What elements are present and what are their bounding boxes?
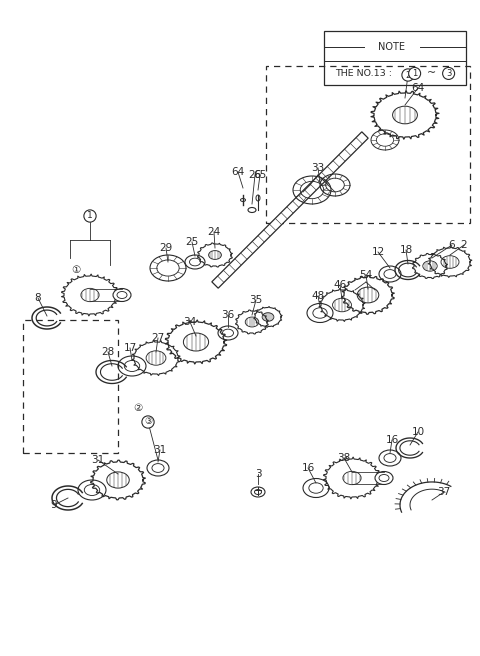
Text: 36: 36 xyxy=(221,310,235,320)
Text: 8: 8 xyxy=(35,293,41,303)
Text: 31: 31 xyxy=(154,445,167,455)
Text: ~: ~ xyxy=(427,68,436,79)
Text: 35: 35 xyxy=(250,295,263,305)
Text: 48: 48 xyxy=(312,291,324,301)
Text: 29: 29 xyxy=(159,243,173,253)
Text: 18: 18 xyxy=(399,245,413,255)
Text: 26: 26 xyxy=(248,170,262,180)
Text: 54: 54 xyxy=(360,270,372,280)
Text: 31: 31 xyxy=(91,455,105,465)
Text: 10: 10 xyxy=(411,427,425,437)
Text: 2: 2 xyxy=(405,70,411,79)
Text: 17: 17 xyxy=(123,343,137,353)
Text: 16: 16 xyxy=(385,435,398,445)
Bar xyxy=(266,66,470,223)
Text: 24: 24 xyxy=(207,227,221,237)
Polygon shape xyxy=(212,132,368,288)
Text: 46: 46 xyxy=(334,280,347,290)
Text: 64: 64 xyxy=(411,83,425,93)
Text: 3: 3 xyxy=(255,469,261,479)
Text: 2: 2 xyxy=(461,240,468,250)
Text: 9: 9 xyxy=(51,500,57,510)
Text: 25: 25 xyxy=(185,237,199,247)
Bar xyxy=(324,31,466,85)
Text: 37: 37 xyxy=(437,487,451,497)
Text: 65: 65 xyxy=(253,170,266,180)
Ellipse shape xyxy=(375,472,393,485)
Text: 64: 64 xyxy=(231,167,245,177)
Text: 6: 6 xyxy=(449,240,456,250)
Text: 12: 12 xyxy=(372,247,384,257)
Text: 27: 27 xyxy=(151,333,165,343)
Text: THE NO.13 :: THE NO.13 : xyxy=(335,69,392,78)
Text: 1: 1 xyxy=(87,211,93,220)
Ellipse shape xyxy=(113,289,131,302)
Text: 1: 1 xyxy=(412,69,417,78)
Text: ①: ① xyxy=(72,265,81,275)
Text: 34: 34 xyxy=(183,317,197,327)
Text: 3: 3 xyxy=(446,69,451,78)
Text: ③: ③ xyxy=(144,417,152,426)
Text: ②: ② xyxy=(133,403,143,413)
Bar xyxy=(23,320,118,453)
Text: 16: 16 xyxy=(301,463,314,473)
Text: 33: 33 xyxy=(312,163,324,173)
Text: NOTE: NOTE xyxy=(378,41,406,52)
Text: 38: 38 xyxy=(337,453,350,463)
Text: 28: 28 xyxy=(101,347,115,357)
